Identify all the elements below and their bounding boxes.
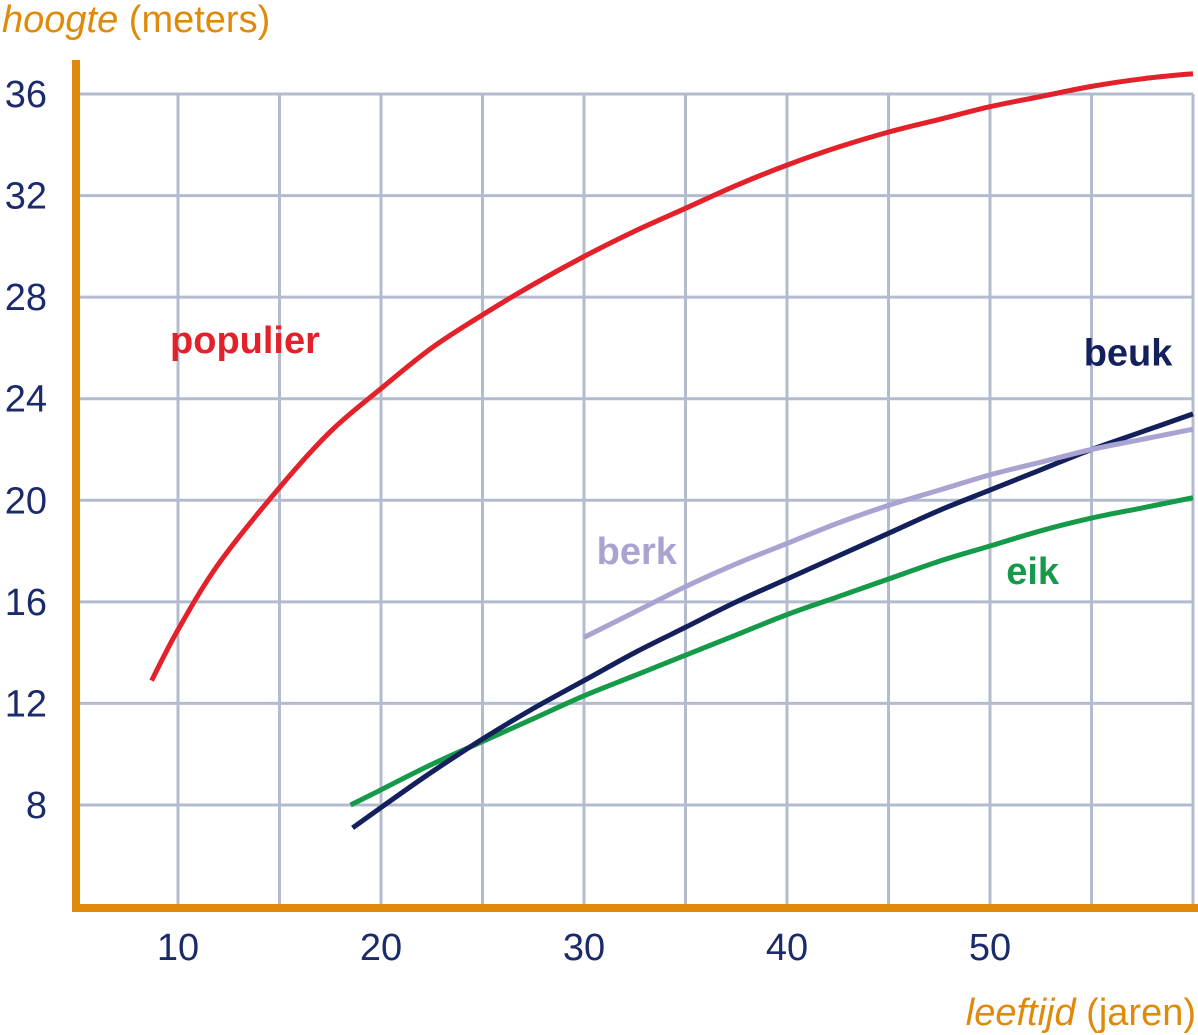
- y-axis-title-unit: (meters): [118, 0, 270, 41]
- x-axis-title-unit: (jaren): [1076, 992, 1196, 1034]
- grid: [76, 92, 1195, 908]
- series-line-berk: [582, 426, 1194, 640]
- tick-labels: 8 12 16 20 24 28 32 36 10 20 30 40 50: [5, 74, 1011, 969]
- y-tick-label: 24: [5, 379, 47, 421]
- x-tick-label: 10: [157, 927, 199, 969]
- y-axis-title-italic: hoogte: [2, 0, 118, 41]
- x-axis-title: leeftijd (jaren): [966, 992, 1196, 1034]
- y-tick-label: 32: [5, 176, 47, 218]
- y-tick-label: 8: [26, 785, 47, 827]
- x-tick-label: 20: [360, 927, 402, 969]
- series-line-beuk: [351, 411, 1194, 830]
- series-lines: [149, 71, 1194, 830]
- y-tick-label: 16: [5, 582, 47, 624]
- series-label-beuk: beuk: [1084, 333, 1174, 375]
- y-axis-title: hoogte (meters): [2, 0, 270, 41]
- series-label-berk: berk: [597, 531, 678, 573]
- series-labels: populier beuk berk eik: [170, 320, 1173, 593]
- series-label-populier: populier: [170, 320, 320, 362]
- series-line-eik: [349, 495, 1194, 808]
- series-label-eik: eik: [1006, 551, 1060, 593]
- y-tick-label: 36: [5, 74, 47, 116]
- x-tick-label: 30: [563, 927, 605, 969]
- x-axis-title-italic: leeftijd: [966, 992, 1078, 1034]
- x-tick-label: 40: [766, 927, 808, 969]
- series-line-populier: [149, 71, 1194, 682]
- y-tick-label: 12: [5, 683, 47, 725]
- y-tick-label: 20: [5, 480, 47, 522]
- x-tick-label: 50: [969, 927, 1011, 969]
- axes: [72, 60, 1198, 912]
- y-tick-label: 28: [5, 277, 47, 319]
